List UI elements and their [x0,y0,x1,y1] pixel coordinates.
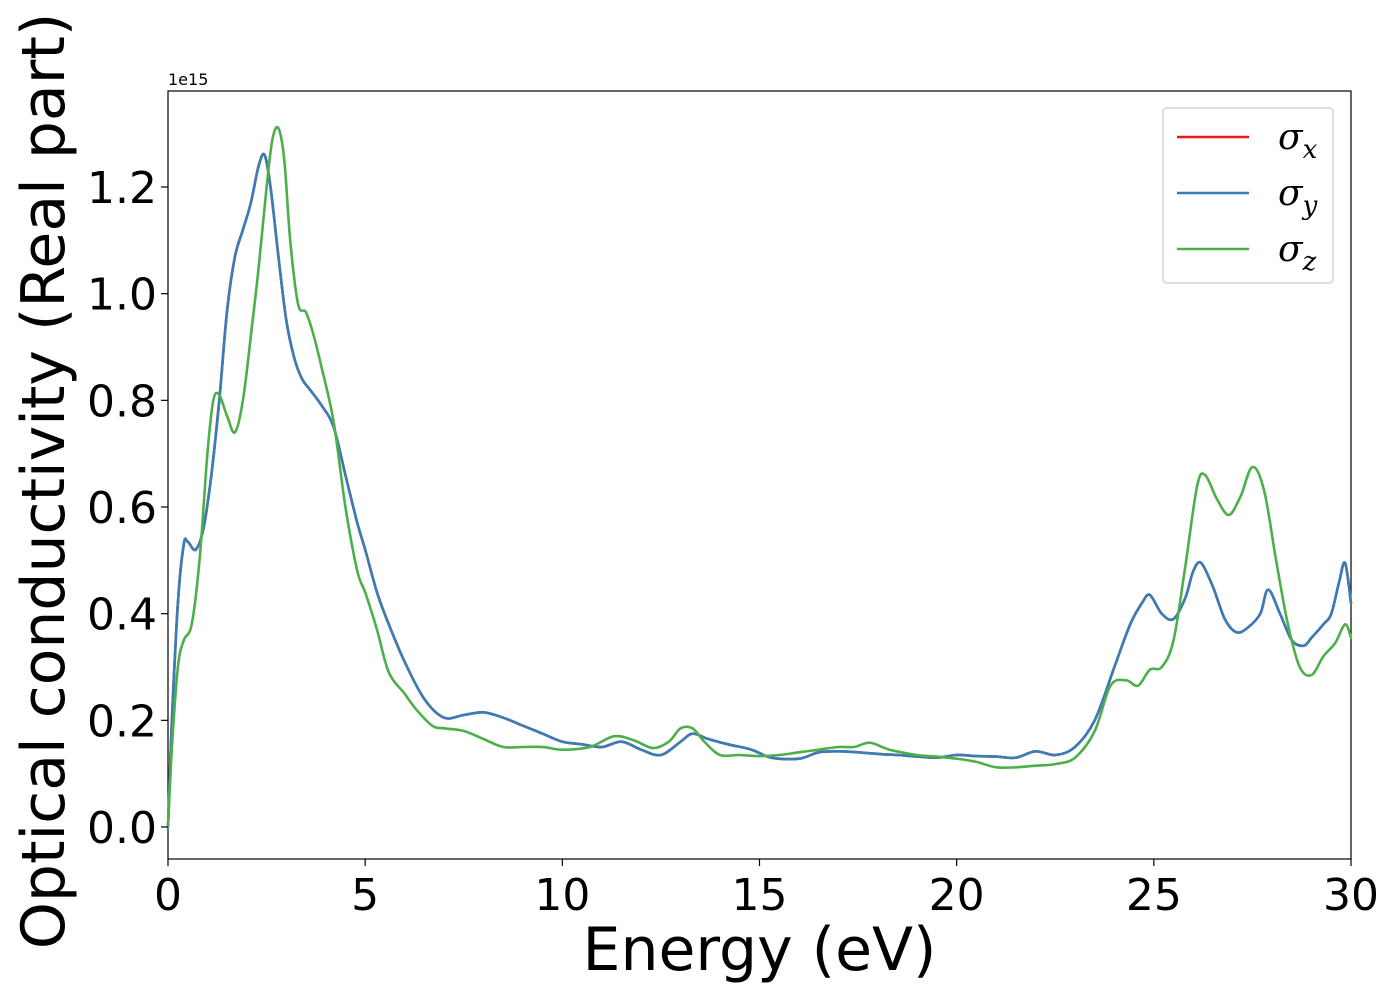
x-tick-label: 15 [732,870,788,921]
x-tick-label: 10 [534,870,590,921]
x-tick-label: 20 [929,870,985,921]
y-axis: 0.0 0.2 0.4 0.6 0.8 1.0 1.2 [87,163,168,854]
y-tick-label: 0.6 [87,483,157,534]
y-tick-label: 0.4 [87,590,157,641]
y-axis-title: Optical conductivity (Real part) [9,13,79,950]
plot-area [167,90,1352,860]
y-tick-label: 0.8 [87,376,157,427]
series-layer [166,125,1353,829]
legend: σx σy σz [1162,107,1334,284]
y-tick-label: 0.2 [87,696,157,747]
legend-label-y: σy [1278,173,1318,221]
x-axis-title: Energy (eV) [583,915,937,985]
x-tick-label: 0 [154,870,182,921]
x-axis: 0 5 10 15 20 25 30 [154,859,1379,921]
series-line-y [166,152,1353,829]
y-tick-label: 1.2 [87,163,157,214]
legend-label-x: σx [1278,117,1318,165]
y-tick-label: 1.0 [87,270,157,321]
legend-box [1162,107,1334,284]
x-tick-label: 5 [351,870,379,921]
series-line-z [166,125,1353,829]
x-tick-label: 25 [1126,870,1182,921]
legend-label-z: σz [1278,229,1317,277]
x-tick-label: 30 [1323,870,1379,921]
y-offset-label: 1e15 [168,70,208,89]
y-tick-label: 0.0 [87,803,157,854]
